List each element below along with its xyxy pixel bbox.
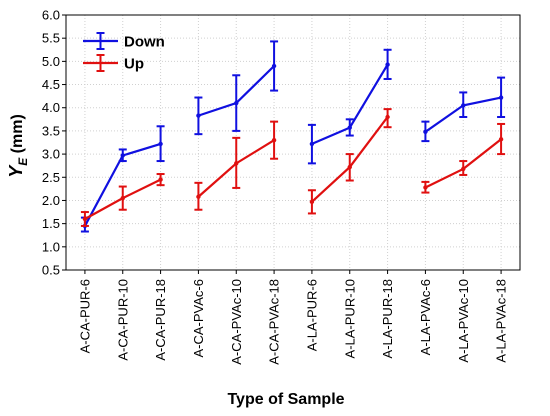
data-point — [423, 129, 428, 135]
y-tick-label: 3.0 — [42, 147, 60, 162]
legend-label: Up — [124, 56, 144, 73]
x-tick-label: A-LA-PUR-10 — [342, 279, 357, 358]
y-axis-title-subscript: E — [16, 157, 30, 166]
legend-label: Down — [124, 34, 165, 51]
data-point — [461, 166, 466, 172]
data-point — [309, 141, 315, 147]
series-layer — [80, 40, 506, 233]
x-axis: A-CA-PUR-6 A-CA-PUR-10 A-CA-PUR-18 A-CA-PVA… — [77, 270, 509, 365]
x-tick-label: A-CA-PVAc-6 — [191, 279, 206, 358]
x-tick-label: A-LA-PVAc-10 — [456, 279, 471, 363]
data-point — [271, 137, 277, 143]
y-tick-label: 2.5 — [42, 170, 60, 185]
x-tick-label: A-LA-PVAc-18 — [494, 279, 509, 363]
data-point — [347, 164, 352, 170]
y-tick-label: 3.5 — [42, 123, 60, 138]
y-axis-title-symbol: Y — [6, 164, 26, 178]
data-point — [196, 194, 201, 199]
data-point — [461, 103, 466, 108]
data-point — [385, 114, 390, 120]
data-point — [196, 113, 201, 118]
x-tick-label: A-LA-PVAc-6 — [418, 279, 433, 355]
data-point — [271, 63, 277, 69]
y-tick-label: 4.0 — [42, 100, 60, 115]
data-point — [158, 177, 163, 182]
x-tick-label: A-CA-PVAc-10 — [229, 279, 244, 365]
x-tick-label: A-CA-PUR-18 — [153, 279, 168, 361]
y-tick-label: 5.5 — [42, 31, 60, 46]
data-point — [82, 216, 88, 222]
data-point — [120, 153, 125, 158]
legend-item: Down — [83, 32, 165, 51]
y-axis-title: YE (mm) — [6, 114, 30, 178]
data-point — [423, 185, 428, 190]
data-point — [234, 161, 239, 166]
data-point — [347, 125, 352, 130]
x-tick-label: A-LA-PUR-6 — [304, 279, 319, 351]
data-point — [385, 62, 390, 67]
x-tick-label: A-LA-PUR-18 — [380, 279, 395, 358]
x-axis-title: Type of Sample — [227, 391, 344, 408]
y-tick-label: 1.5 — [42, 216, 60, 231]
data-point — [234, 100, 239, 106]
y-axis-title-unit: (mm) — [9, 114, 26, 158]
data-point — [498, 137, 504, 142]
data-point — [309, 199, 315, 205]
x-tick-label: A-CA-PUR-6 — [77, 279, 92, 353]
y-tick-label: 0.5 — [42, 263, 60, 278]
x-tick-label: A-CA-PUR-10 — [115, 279, 130, 361]
data-point — [158, 141, 163, 147]
y-axis: 0.5 1.0 1.5 2.0 2.5 3.0 3.5 4.0 4.5 5.0 5.5 6.0 — [42, 8, 66, 278]
data-point — [120, 195, 125, 201]
grid-lines — [66, 14, 520, 271]
legend-item: Up — [83, 54, 144, 73]
y-tick-label: 5.0 — [42, 54, 60, 69]
y-tick-label: 2.0 — [42, 193, 60, 208]
plot-area — [65, 14, 521, 271]
y-tick-label: 6.0 — [42, 8, 60, 23]
series-up — [80, 108, 506, 227]
y-tick-label: 4.5 — [42, 77, 60, 92]
series-down — [80, 40, 506, 233]
data-point — [498, 95, 504, 100]
legend: Down Up — [83, 32, 165, 73]
x-tick-label: A-CA-PVAc-18 — [267, 279, 282, 365]
y-tick-label: 1.0 — [42, 239, 60, 254]
